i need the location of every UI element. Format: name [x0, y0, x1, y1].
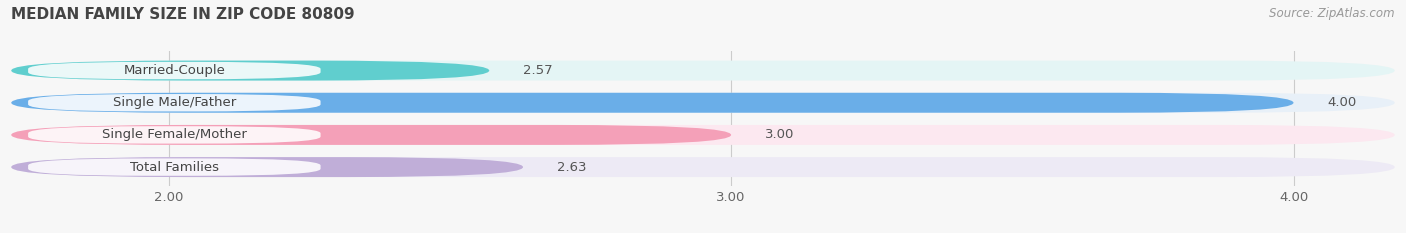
- FancyBboxPatch shape: [11, 61, 489, 81]
- FancyBboxPatch shape: [11, 125, 1395, 145]
- FancyBboxPatch shape: [11, 93, 1294, 113]
- FancyBboxPatch shape: [28, 126, 321, 144]
- Text: MEDIAN FAMILY SIZE IN ZIP CODE 80809: MEDIAN FAMILY SIZE IN ZIP CODE 80809: [11, 7, 354, 22]
- Text: Single Female/Mother: Single Female/Mother: [101, 128, 247, 141]
- FancyBboxPatch shape: [11, 125, 731, 145]
- Text: Single Male/Father: Single Male/Father: [112, 96, 236, 109]
- FancyBboxPatch shape: [11, 157, 1395, 177]
- FancyBboxPatch shape: [28, 94, 321, 111]
- Text: 4.00: 4.00: [1327, 96, 1357, 109]
- FancyBboxPatch shape: [11, 157, 523, 177]
- Text: Source: ZipAtlas.com: Source: ZipAtlas.com: [1270, 7, 1395, 20]
- Text: 3.00: 3.00: [765, 128, 794, 141]
- FancyBboxPatch shape: [11, 93, 1395, 113]
- FancyBboxPatch shape: [11, 61, 1395, 81]
- FancyBboxPatch shape: [28, 62, 321, 79]
- Text: Total Families: Total Families: [129, 161, 219, 174]
- Text: 2.63: 2.63: [557, 161, 586, 174]
- FancyBboxPatch shape: [28, 158, 321, 176]
- Text: 2.57: 2.57: [523, 64, 553, 77]
- Text: Married-Couple: Married-Couple: [124, 64, 225, 77]
